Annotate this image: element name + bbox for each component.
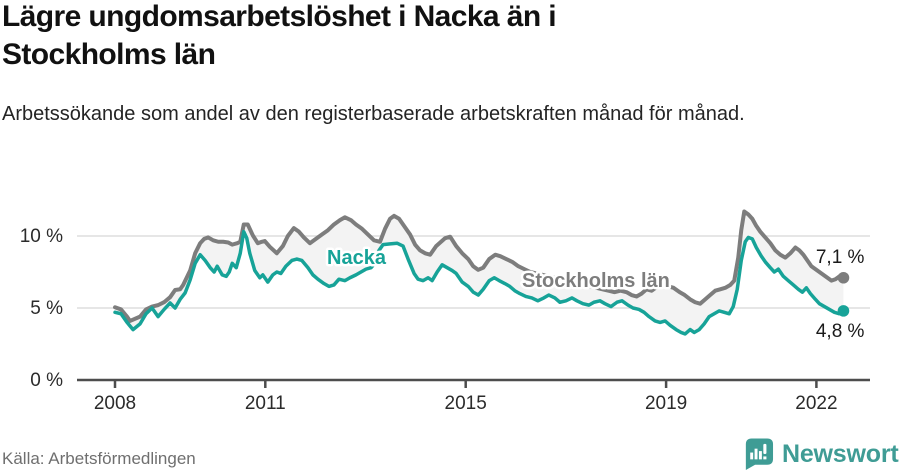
newsworthy-logo[interactable]: Newsworthy xyxy=(741,437,900,472)
x-tick-label-2008: 2008 xyxy=(94,393,136,414)
x-tick-label-2019: 2019 xyxy=(645,393,687,414)
stockholm-line xyxy=(113,209,846,323)
nacka-end-dot xyxy=(837,305,850,317)
nacka-line xyxy=(113,229,846,336)
x-tick-label-2015: 2015 xyxy=(445,393,487,414)
x-tick-label-2022: 2022 xyxy=(795,393,837,414)
page-title: Lägre ungdomsarbetslöshet i Nacka än i S… xyxy=(2,0,557,71)
stockholm-end-value-label: 7,1 % xyxy=(816,247,865,268)
area-between-series xyxy=(115,211,844,334)
newsworthy-logo-icon xyxy=(745,438,774,471)
newsworthy-logo-text: Newsworthy xyxy=(782,440,900,468)
chart-subtitle: Arbetssökande som andel av den registerb… xyxy=(2,103,745,125)
y-tick-label-5: 5 % xyxy=(30,298,63,319)
x-tick-label-2011: 2011 xyxy=(245,393,286,414)
y-tick-label-10: 10 % xyxy=(20,226,63,247)
source-attribution: Källa: Arbetsförmedlingen xyxy=(2,449,196,468)
y-tick-label-0: 0 % xyxy=(30,370,63,391)
nacka-end-value-label: 4,8 % xyxy=(816,321,865,342)
nacka-series-label: Nacka xyxy=(327,247,387,269)
stockholm-series-label: Stockholms län xyxy=(522,270,670,292)
stockholm-end-dot xyxy=(837,271,850,284)
